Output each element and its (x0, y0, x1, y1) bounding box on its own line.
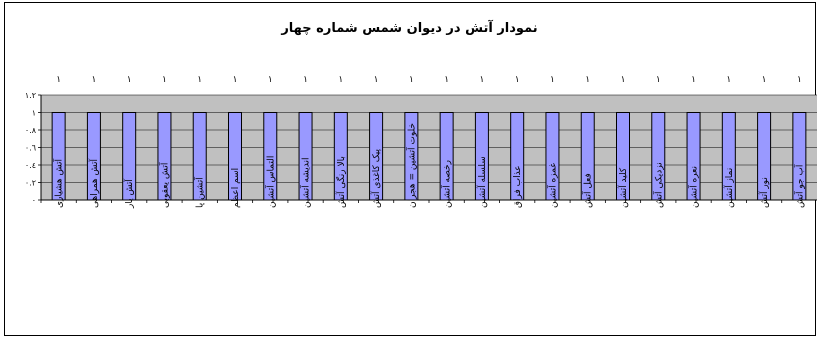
bars (51, 112, 807, 201)
data-label: ١ (303, 75, 308, 85)
bar (51, 112, 66, 201)
category-label: اسم اعظم (231, 168, 241, 208)
bar (474, 112, 489, 201)
data-label: ١ (691, 75, 696, 85)
bar (157, 112, 172, 201)
category-label: نور آتش (758, 177, 770, 208)
category-label: عذاب فراق (513, 165, 523, 208)
bar (86, 112, 101, 201)
bar (757, 112, 772, 201)
y-tick-label: ١.٢ (25, 91, 36, 100)
category-label: نعره آتشین (688, 166, 700, 208)
y-tick-label: ٠.٢ (25, 179, 36, 188)
data-label: ١ (550, 75, 555, 85)
bar (651, 112, 666, 201)
category-label: رخصه آتشین (441, 160, 453, 208)
bar (580, 112, 595, 201)
data-label: ١ (338, 75, 343, 85)
category-label: کلید آتشین (617, 167, 629, 208)
bar (686, 112, 701, 201)
bar (404, 112, 419, 201)
category-label: سلسله آتشین (476, 156, 488, 208)
category-label: خلوت آتشین = هجران (405, 123, 417, 208)
category-label: آب جو آتش (793, 164, 805, 208)
bar (122, 112, 137, 201)
category-label: آتشین پا (194, 177, 206, 208)
bar (228, 112, 242, 201)
data-label: ١ (127, 75, 132, 85)
data-label: ١ (233, 75, 238, 85)
category-label: غمزه آتشین (546, 163, 558, 208)
data-label: ١ (515, 75, 520, 85)
bar (192, 112, 207, 201)
bar (369, 112, 384, 201)
chart-title: نمودار آتش در دیوان شمس شماره چهار (281, 21, 538, 36)
bar (792, 112, 807, 201)
data-label: ١ (409, 75, 414, 85)
data-label: ١ (762, 75, 767, 85)
data-label: ١ (91, 75, 96, 85)
category-label: پیک کاغذی آتش (370, 149, 382, 208)
data-label: ١ (374, 75, 379, 85)
data-label: ١ (621, 75, 626, 85)
category-label: آتش یعقوبی (158, 162, 170, 208)
y-tick-label: ١ (32, 109, 36, 118)
data-label: ١ (444, 75, 449, 85)
category-label: بالا رنگی آتش (335, 156, 347, 208)
data-label: ١ (585, 75, 590, 85)
data-label: ١ (56, 75, 61, 85)
category-label: نزدیکی آتش (652, 162, 664, 208)
data-label: ١ (479, 75, 484, 85)
data-label: ١ (162, 75, 167, 85)
data-label: ١ (726, 75, 731, 85)
category-label: فعل آتش (582, 173, 594, 208)
category-label: آتش هشیاری (53, 159, 65, 208)
category-label: اندیشه آتشین (300, 157, 312, 208)
y-tick-label: ٠.٦ (25, 144, 36, 153)
bar (545, 112, 560, 201)
data-label: ١ (197, 75, 202, 85)
labels: ٠ ٠.٢ ٠.٤ ٠.٦ ٠.٨ ١ ١.٢ ١ آتش هشیاری ١ آتش همراهی ١… (25, 75, 806, 209)
bar (439, 112, 454, 201)
y-tick-label: ٠.٤ (25, 161, 36, 170)
data-label: ١ (797, 75, 802, 85)
category-label: نماز آتشین (723, 168, 735, 208)
data-label: ١ (268, 75, 273, 85)
bar (616, 112, 630, 201)
data-label: ١ (656, 75, 661, 85)
bar (721, 112, 736, 201)
category-label: آتش یار (123, 179, 135, 209)
bar (263, 112, 278, 201)
category-label: التماس آتشین (264, 156, 276, 208)
y-tick-label: ٠.٨ (25, 126, 37, 135)
bar (298, 112, 313, 201)
y-tick-label: ٠ (32, 196, 36, 205)
bar (510, 112, 525, 201)
category-label: آتش همراهی (88, 158, 100, 208)
bar (333, 112, 348, 201)
